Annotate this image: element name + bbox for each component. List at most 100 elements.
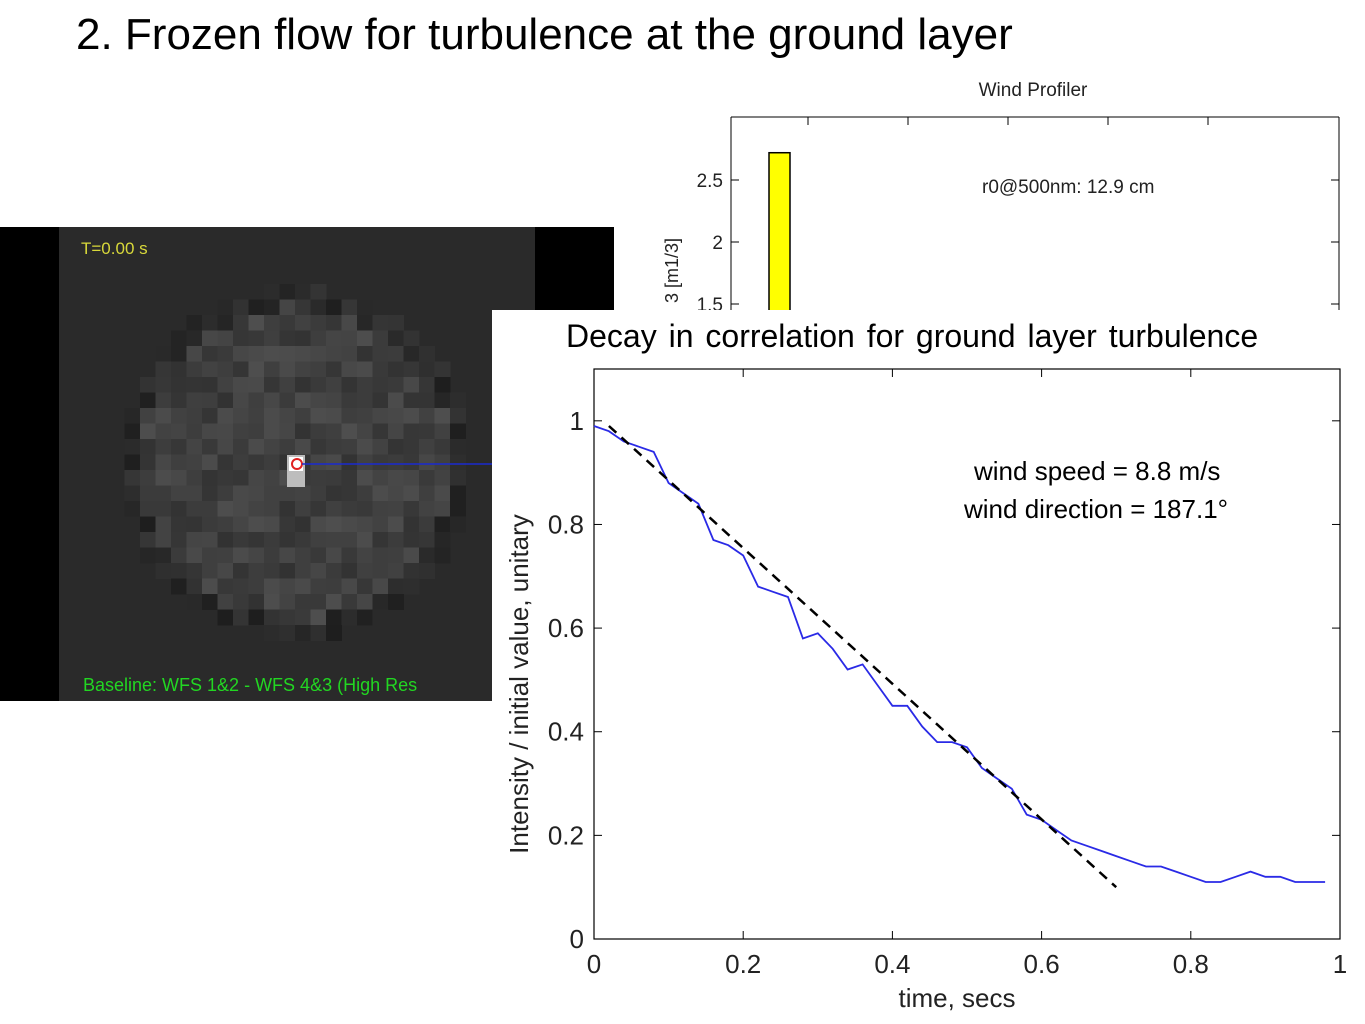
wfs-pixel xyxy=(155,501,172,517)
wfs-pixel xyxy=(279,315,296,331)
decay-xtick-label: 0.8 xyxy=(1173,949,1209,979)
wfs-pixel xyxy=(403,547,420,564)
wfs-pixel xyxy=(357,547,373,564)
wfs-pixel xyxy=(248,609,265,626)
wfs-pixel xyxy=(140,392,156,409)
decay-xlabel: time, secs xyxy=(898,983,1015,1013)
wfs-pixel xyxy=(310,330,327,347)
wfs-pixel xyxy=(357,315,373,331)
wfs-pixel xyxy=(434,454,451,471)
wfs-pixel xyxy=(279,439,296,455)
wfs-pixel xyxy=(295,315,311,331)
wfs-pixel xyxy=(217,454,234,471)
wfs-pixel xyxy=(403,392,420,409)
wfs-pixel xyxy=(357,377,373,393)
wfs-pixel xyxy=(295,578,311,595)
wfs-pixel xyxy=(248,547,265,564)
wfs-pixel xyxy=(155,563,172,579)
wfs-pixel xyxy=(202,408,218,424)
wfs-pixel xyxy=(326,330,342,347)
wfs-pixel-grid xyxy=(124,284,535,641)
wfs-pixel xyxy=(233,594,249,610)
wfs-pixel xyxy=(388,470,404,486)
wfs-pixel xyxy=(357,454,373,471)
wfs-pixel xyxy=(326,625,342,641)
wfs-pixel xyxy=(310,470,327,486)
wfs-pixel xyxy=(450,485,466,502)
decay-fit-line xyxy=(608,425,1118,889)
wfs-pixel xyxy=(403,532,420,548)
wfs-pixel xyxy=(372,578,389,595)
wfs-pixel xyxy=(248,563,265,579)
wfs-pixel xyxy=(388,315,404,331)
wfs-pixel xyxy=(248,299,265,316)
wfs-pixel xyxy=(357,439,373,455)
wfs-pixel xyxy=(403,439,420,455)
wfs-pixel xyxy=(419,377,435,393)
wfs-pixel xyxy=(279,563,296,579)
wind-r0-annotation: r0@500nm: 12.9 cm xyxy=(982,177,1154,198)
wfs-pixel xyxy=(341,423,358,440)
wfs-pixel xyxy=(372,594,389,610)
wfs-pixel xyxy=(372,361,389,378)
wfs-pixel xyxy=(357,609,373,626)
wind-speed-annotation: wind speed = 8.8 m/s xyxy=(974,456,1221,486)
wfs-pixel xyxy=(233,377,249,393)
wfs-pixel xyxy=(388,516,404,533)
decay-ytick-label: 0 xyxy=(570,924,584,954)
wfs-pixel xyxy=(326,609,342,626)
wfs-pixel xyxy=(372,516,389,533)
wfs-pixel xyxy=(217,377,234,393)
wfs-pixel xyxy=(202,392,218,409)
wfs-pixel xyxy=(326,299,342,316)
wfs-pixel xyxy=(248,377,265,393)
wfs-pixel xyxy=(434,423,451,440)
wfs-pixel xyxy=(233,330,249,347)
wfs-pixel xyxy=(279,392,296,409)
wfs-pixel xyxy=(186,532,203,548)
wfs-pixel xyxy=(295,361,311,378)
wfs-pixel xyxy=(341,609,358,626)
wfs-pixel xyxy=(434,547,451,564)
wfs-pixel xyxy=(372,346,389,362)
wfs-pixel xyxy=(171,439,187,455)
decay-chart-svg: 0 0.2 0.4 0.6 0.8 1 0 0.2 0.4 0.6 0.8 1 time, secs In… xyxy=(504,368,1347,1013)
wfs-pixel xyxy=(357,578,373,595)
wfs-pixel xyxy=(326,547,342,564)
wfs-pixel xyxy=(264,299,280,316)
wfs-pixel xyxy=(279,377,296,393)
wfs-pixel xyxy=(248,578,265,595)
wfs-pixel xyxy=(171,423,187,440)
wfs-pixel xyxy=(295,485,311,502)
wfs-pixel xyxy=(388,346,404,362)
wfs-pixel xyxy=(295,346,311,362)
wfs-pixel xyxy=(140,454,156,471)
wfs-pixel xyxy=(326,501,342,517)
wfs-pixel xyxy=(217,299,234,316)
decay-ylabel: Intensity / initial value, unitary xyxy=(504,514,534,854)
wfs-pixel xyxy=(233,361,249,378)
wfs-pixel xyxy=(264,485,280,502)
wfs-pixel xyxy=(233,578,249,595)
wfs-pixel xyxy=(434,408,451,424)
wfs-pixel xyxy=(372,454,389,471)
wfs-pixel xyxy=(217,609,234,626)
wfs-pixel xyxy=(357,299,373,316)
wfs-pixel xyxy=(264,284,280,300)
wfs-pixel xyxy=(419,439,435,455)
wfs-pixel xyxy=(450,454,466,471)
wfs-pixel xyxy=(186,361,203,378)
wfs-pixel xyxy=(171,408,187,424)
wfs-pixel xyxy=(450,392,466,409)
wfs-pixel xyxy=(295,377,311,393)
wfs-pixel xyxy=(233,609,249,626)
wind-profiler-chart: Wind Profiler 1.5 2 2.5 r0@500nm: 12.9 cm 3 [… xyxy=(630,68,1365,328)
wfs-pixel xyxy=(217,361,234,378)
wfs-pixel xyxy=(419,563,435,579)
wfs-pixel xyxy=(217,408,234,424)
wfs-pixel xyxy=(202,454,218,471)
wfs-pixel xyxy=(403,516,420,533)
wfs-pixel xyxy=(248,315,265,331)
wfs-pixel xyxy=(295,594,311,610)
wfs-pixel xyxy=(326,408,342,424)
